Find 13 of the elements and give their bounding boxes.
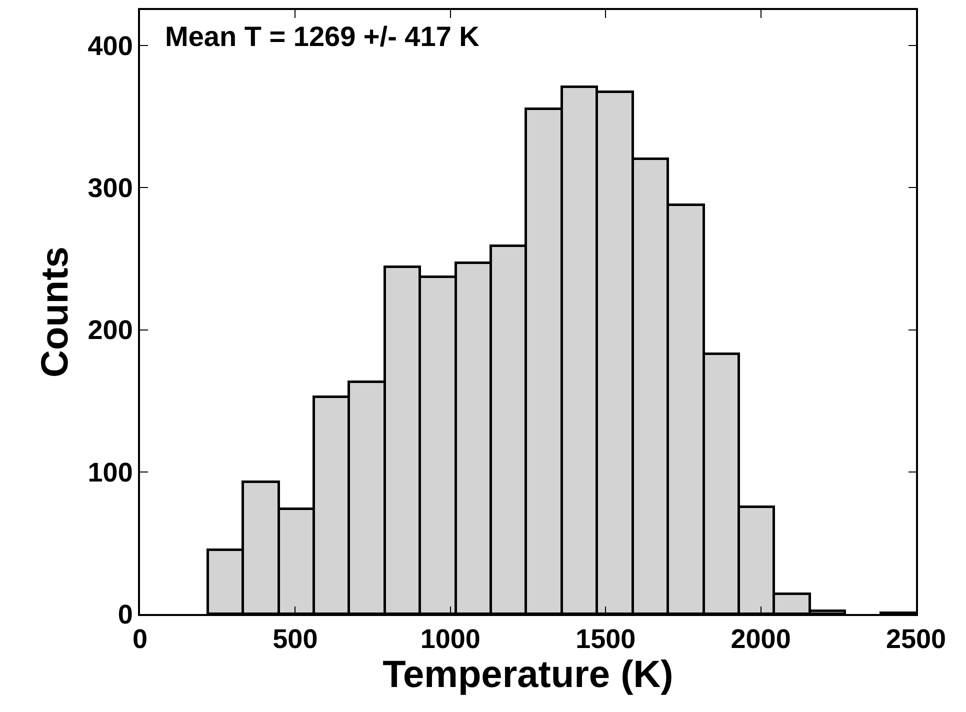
x-tick-label: 1000: [420, 624, 480, 654]
y-tick-label: 100: [88, 457, 133, 488]
y-tick-label: 300: [88, 173, 133, 204]
y-tick-label: 400: [88, 30, 133, 61]
annotation: Mean T = 1269 +/- 417 K: [165, 21, 480, 52]
x-tick-label: 2500: [886, 624, 946, 654]
x-axis-title: Temperature (K): [382, 654, 674, 696]
y-tick-label: 0: [118, 599, 133, 630]
x-tick-label: 500: [272, 624, 318, 654]
x-tick-label: 1500: [576, 624, 636, 654]
x-tick-label: 2000: [730, 624, 791, 654]
y-tick-label: 200: [88, 315, 133, 346]
y-axis-title: Counts: [34, 246, 76, 378]
